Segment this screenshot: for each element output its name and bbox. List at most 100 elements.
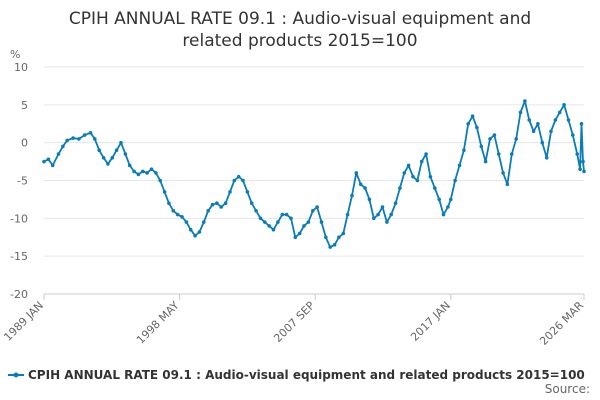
data-point[interactable] bbox=[531, 129, 536, 134]
data-point[interactable] bbox=[437, 197, 442, 202]
data-point[interactable] bbox=[527, 118, 531, 122]
data-point[interactable] bbox=[145, 171, 149, 175]
data-point[interactable] bbox=[354, 171, 359, 175]
data-point[interactable] bbox=[258, 216, 263, 221]
data-point[interactable] bbox=[197, 230, 202, 234]
data-point[interactable] bbox=[488, 137, 492, 141]
data-point[interactable] bbox=[385, 220, 389, 224]
data-point[interactable] bbox=[402, 171, 407, 175]
data-point[interactable] bbox=[106, 162, 110, 166]
data-point[interactable] bbox=[341, 231, 346, 236]
data-point[interactable] bbox=[241, 178, 245, 183]
data-point[interactable] bbox=[372, 216, 376, 221]
data-point[interactable] bbox=[82, 133, 87, 137]
data-point[interactable] bbox=[424, 152, 428, 156]
data-point[interactable] bbox=[158, 178, 162, 183]
data-point[interactable] bbox=[167, 201, 171, 205]
data-point[interactable] bbox=[223, 201, 228, 205]
data-point[interactable] bbox=[245, 190, 250, 194]
data-point[interactable] bbox=[406, 163, 411, 168]
data-point[interactable] bbox=[501, 171, 505, 175]
data-point[interactable] bbox=[162, 190, 167, 194]
data-point[interactable] bbox=[65, 138, 69, 143]
data-point[interactable] bbox=[271, 227, 276, 232]
data-point[interactable] bbox=[93, 137, 97, 141]
data-point[interactable] bbox=[232, 178, 237, 183]
data-point[interactable] bbox=[284, 212, 289, 217]
data-point[interactable] bbox=[557, 110, 562, 115]
data-point[interactable] bbox=[380, 205, 385, 209]
data-point[interactable] bbox=[514, 137, 518, 141]
data-point[interactable] bbox=[393, 201, 398, 205]
data-point[interactable] bbox=[496, 152, 501, 156]
data-point[interactable] bbox=[544, 156, 549, 160]
data-point[interactable] bbox=[367, 197, 372, 202]
data-point[interactable] bbox=[184, 220, 189, 224]
data-point[interactable] bbox=[315, 205, 319, 209]
data-point[interactable] bbox=[171, 209, 176, 213]
data-point[interactable] bbox=[88, 131, 93, 135]
data-point[interactable] bbox=[97, 148, 101, 152]
data-point[interactable] bbox=[540, 140, 545, 145]
data-point[interactable] bbox=[363, 186, 367, 190]
data-point[interactable] bbox=[345, 212, 350, 217]
data-point[interactable] bbox=[492, 133, 497, 137]
data-point[interactable] bbox=[61, 144, 65, 149]
data-point[interactable] bbox=[263, 220, 267, 224]
data-point[interactable] bbox=[127, 163, 132, 168]
data-point[interactable] bbox=[579, 122, 584, 126]
data-point[interactable] bbox=[575, 152, 579, 156]
data-point[interactable] bbox=[466, 122, 471, 126]
legend[interactable]: CPIH ANNUAL RATE 09.1 : Audio-visual equ… bbox=[8, 368, 585, 382]
data-point[interactable] bbox=[581, 159, 585, 164]
data-point[interactable] bbox=[180, 215, 184, 219]
data-point[interactable] bbox=[110, 156, 115, 160]
data-point[interactable] bbox=[206, 209, 210, 213]
data-point[interactable] bbox=[536, 122, 540, 126]
data-point[interactable] bbox=[350, 193, 354, 198]
data-point[interactable] bbox=[510, 152, 514, 156]
data-point[interactable] bbox=[475, 125, 479, 130]
data-point[interactable] bbox=[523, 99, 527, 103]
data-point[interactable] bbox=[411, 174, 415, 179]
data-point[interactable] bbox=[419, 159, 424, 164]
data-point[interactable] bbox=[249, 201, 254, 205]
data-point[interactable] bbox=[462, 148, 466, 152]
data-point[interactable] bbox=[433, 186, 437, 190]
data-point[interactable] bbox=[328, 245, 333, 249]
data-point[interactable] bbox=[415, 178, 420, 183]
data-point[interactable] bbox=[479, 144, 484, 149]
data-point[interactable] bbox=[457, 163, 462, 168]
data-point[interactable] bbox=[578, 167, 582, 171]
data-point[interactable] bbox=[582, 169, 586, 174]
data-point[interactable] bbox=[141, 169, 145, 174]
data-point[interactable] bbox=[311, 209, 315, 213]
data-point[interactable] bbox=[175, 212, 180, 217]
data-point[interactable] bbox=[566, 118, 571, 122]
data-point[interactable] bbox=[289, 216, 293, 221]
data-point[interactable] bbox=[210, 202, 215, 207]
data-point[interactable] bbox=[297, 231, 302, 236]
data-point[interactable] bbox=[306, 220, 311, 224]
data-point[interactable] bbox=[293, 235, 298, 240]
data-point[interactable] bbox=[376, 212, 380, 217]
data-point[interactable] bbox=[119, 140, 123, 145]
data-point[interactable] bbox=[337, 235, 341, 240]
data-point[interactable] bbox=[389, 212, 394, 217]
data-point[interactable] bbox=[50, 163, 55, 168]
data-point[interactable] bbox=[276, 220, 280, 224]
data-point[interactable] bbox=[470, 114, 475, 118]
data-point[interactable] bbox=[505, 182, 510, 187]
data-point[interactable] bbox=[136, 172, 141, 177]
data-point[interactable] bbox=[71, 136, 75, 140]
data-point[interactable] bbox=[280, 212, 285, 217]
data-point[interactable] bbox=[562, 103, 566, 107]
data-point[interactable] bbox=[154, 171, 158, 175]
data-point[interactable] bbox=[42, 159, 46, 164]
data-point[interactable] bbox=[332, 243, 337, 247]
data-point[interactable] bbox=[553, 118, 558, 122]
data-point[interactable] bbox=[123, 152, 128, 156]
data-point[interactable] bbox=[549, 129, 553, 134]
data-point[interactable] bbox=[518, 110, 523, 115]
data-point[interactable] bbox=[56, 152, 61, 156]
